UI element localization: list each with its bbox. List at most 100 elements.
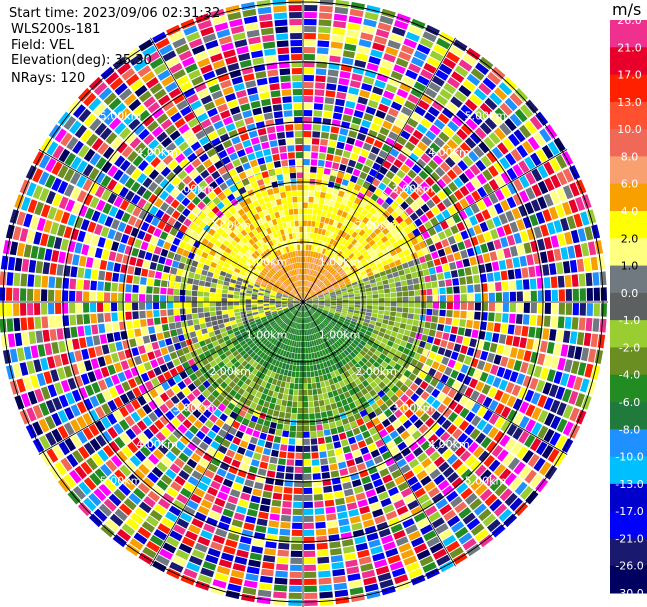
- signal-gate: [314, 370, 319, 377]
- noise-gate: [304, 5, 318, 12]
- noise-gate: [259, 20, 273, 29]
- signal-gate: [180, 340, 188, 348]
- noise-gate: [526, 363, 536, 376]
- noise-gate: [450, 369, 459, 379]
- signal-gate: [356, 391, 364, 399]
- signal-gate: [297, 353, 301, 360]
- noise-gate: [335, 497, 345, 506]
- signal-gate: [316, 424, 323, 431]
- noise-gate: [291, 529, 303, 536]
- signal-gate: [311, 328, 315, 334]
- signal-gate: [332, 327, 339, 333]
- noise-gate: [436, 392, 446, 402]
- noise-gate: [509, 291, 516, 302]
- signal-gate: [242, 320, 249, 325]
- noise-gate: [155, 37, 170, 50]
- signal-gate: [296, 310, 299, 317]
- noise-gate: [156, 238, 165, 248]
- signal-gate: [268, 427, 276, 435]
- noise-gate: [303, 159, 310, 166]
- signal-gate: [240, 289, 247, 293]
- signal-gate: [224, 321, 231, 327]
- signal-gate: [283, 307, 289, 311]
- signal-gate: [246, 270, 253, 276]
- noise-gate: [202, 142, 213, 152]
- signal-gate: [197, 262, 204, 269]
- noise-gate: [411, 164, 422, 174]
- noise-gate: [453, 189, 464, 201]
- signal-gate: [212, 273, 220, 279]
- noise-gate: [476, 360, 486, 371]
- signal-gate: [309, 341, 313, 347]
- noise-gate: [125, 73, 140, 86]
- noise-gate: [423, 429, 434, 439]
- noise-gate: [408, 568, 423, 579]
- signal-gate: [270, 337, 276, 344]
- signal-gate: [432, 302, 439, 309]
- noise-gate: [493, 322, 501, 333]
- noise-gate: [221, 172, 231, 181]
- noise-gate: [495, 292, 502, 302]
- noise-gate: [169, 351, 178, 360]
- noise-gate: [177, 380, 187, 390]
- signal-gate: [342, 308, 348, 312]
- noise-gate: [405, 524, 418, 535]
- noise-gate: [74, 242, 83, 254]
- noise-gate: [76, 401, 87, 414]
- signal-gate: [287, 286, 293, 291]
- noise-gate: [449, 262, 457, 270]
- signal-gate: [267, 282, 274, 287]
- noise-gate: [486, 241, 495, 252]
- signal-gate: [295, 304, 300, 308]
- noise-gate: [383, 90, 395, 100]
- signal-gate: [326, 340, 331, 347]
- signal-gate: [328, 366, 334, 373]
- noise-gate: [147, 472, 159, 484]
- signal-gate: [276, 306, 282, 309]
- noise-gate: [89, 438, 101, 452]
- signal-gate: [272, 391, 279, 398]
- signal-gate: [245, 299, 252, 302]
- signal-gate: [393, 321, 401, 328]
- signal-gate: [290, 307, 295, 312]
- signal-gate: [402, 335, 409, 342]
- noise-gate: [431, 361, 440, 370]
- signal-gate: [294, 322, 298, 329]
- noise-gate: [458, 59, 473, 72]
- signal-gate: [366, 305, 373, 310]
- signal-gate: [293, 303, 300, 305]
- signal-gate: [286, 221, 291, 228]
- noise-gate: [169, 227, 178, 237]
- noise-gate: [125, 47, 140, 61]
- noise-gate: [272, 153, 280, 161]
- signal-gate: [336, 307, 342, 311]
- noise-gate: [435, 381, 445, 391]
- noise-gate: [170, 147, 181, 159]
- noise-gate: [281, 437, 289, 445]
- noise-gate: [72, 140, 84, 154]
- signal-gate: [274, 316, 280, 321]
- signal-gate: [257, 299, 263, 302]
- noise-gate: [378, 103, 389, 113]
- noise-gate: [219, 182, 228, 191]
- signal-gate: [336, 305, 343, 309]
- signal-gate: [370, 316, 377, 322]
- noise-gate: [279, 68, 291, 76]
- signal-gate: [220, 206, 229, 215]
- noise-gate: [186, 393, 196, 402]
- signal-gate: [284, 325, 289, 331]
- signal-gate: [319, 362, 325, 370]
- noise-gate: [134, 142, 147, 154]
- noise-gate: [513, 360, 522, 372]
- noise-gate: [23, 376, 33, 391]
- noise-gate: [94, 224, 103, 236]
- signal-gate: [303, 214, 308, 221]
- noise-gate: [522, 216, 532, 229]
- noise-gate: [466, 543, 481, 557]
- noise-gate: [556, 187, 567, 202]
- signal-gate: [282, 337, 287, 344]
- signal-gate: [378, 302, 385, 306]
- noise-gate: [558, 303, 565, 315]
- noise-gate: [154, 271, 162, 279]
- noise-gate: [57, 180, 69, 195]
